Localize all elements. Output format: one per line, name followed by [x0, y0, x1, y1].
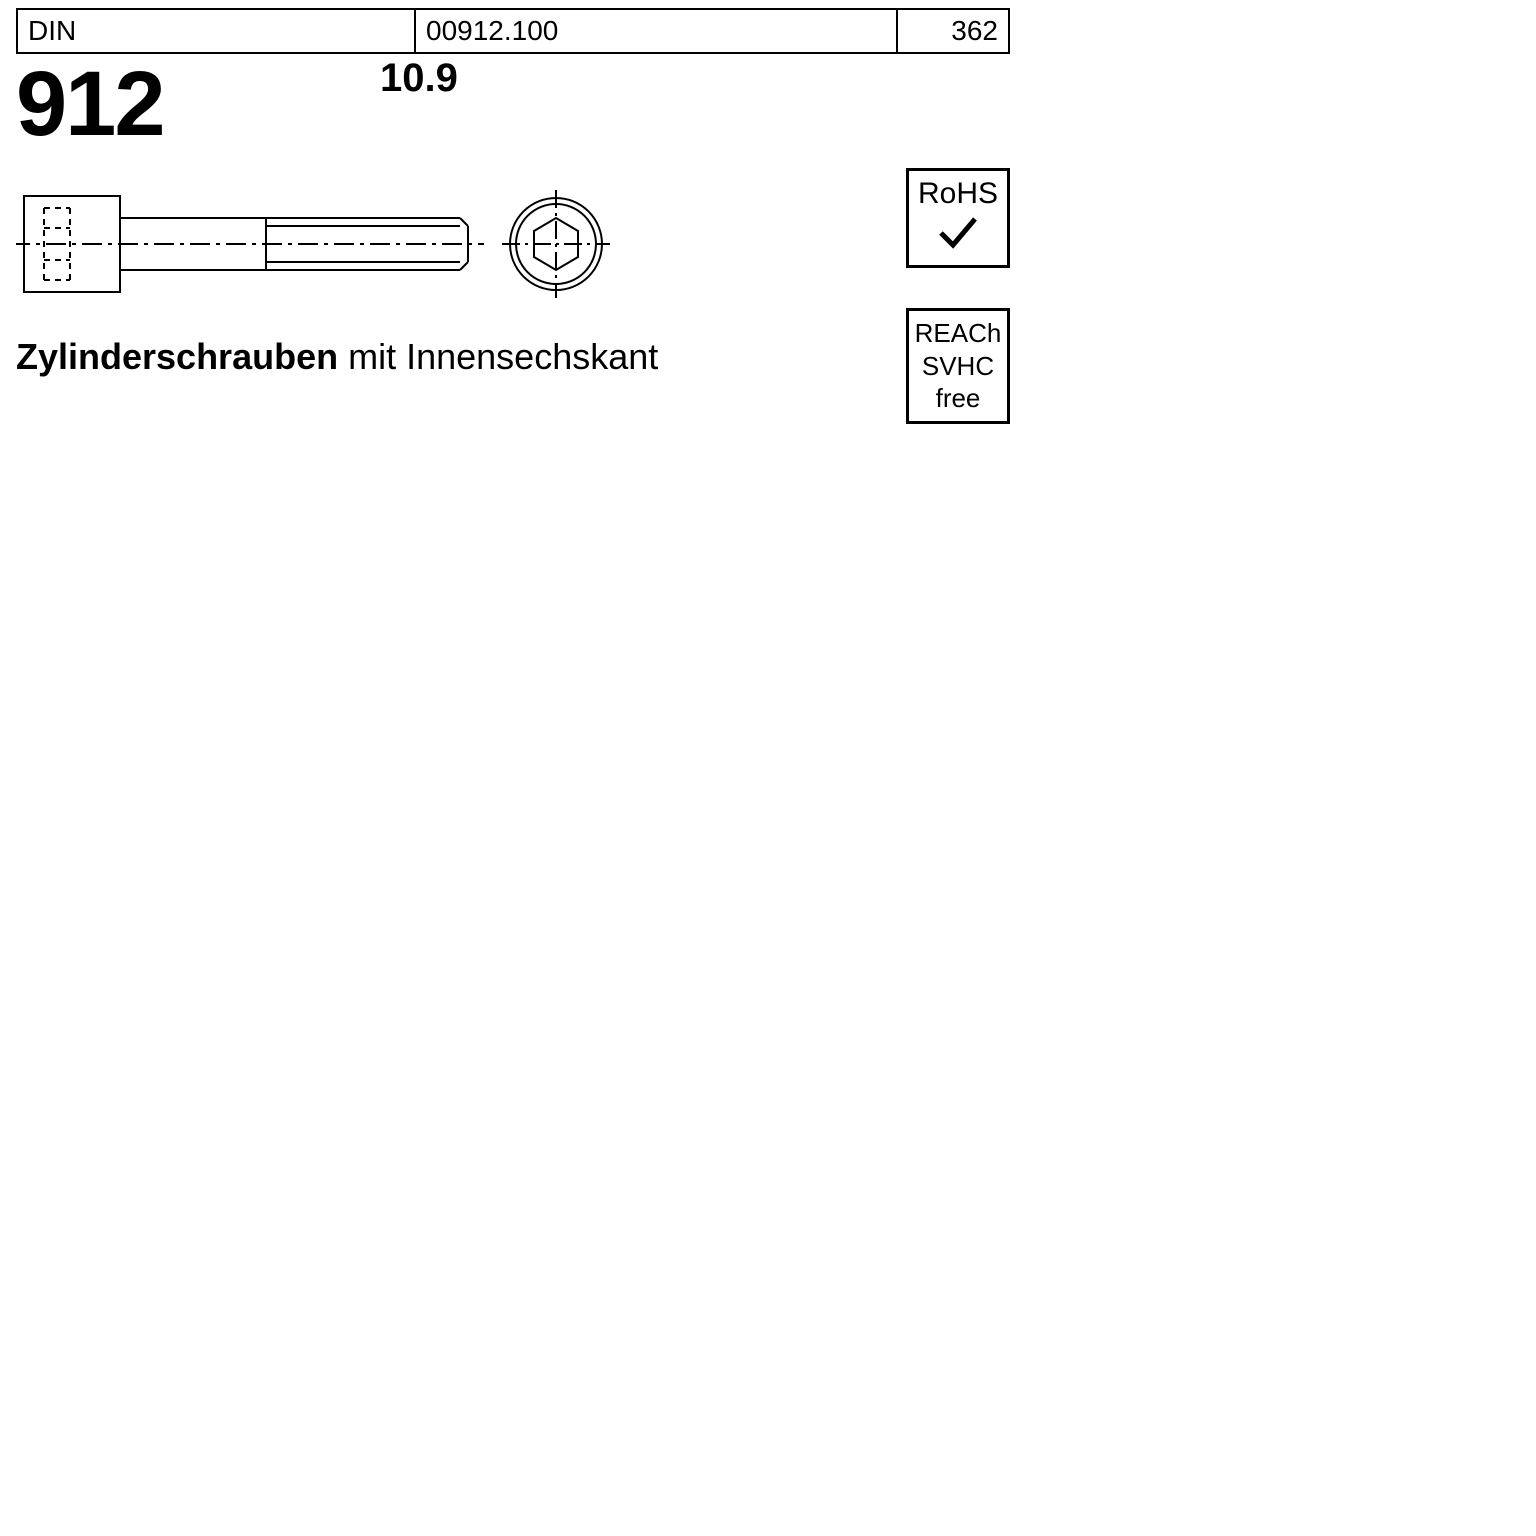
header-table: DIN 00912.100 362	[16, 8, 1010, 54]
reach-badge: REACh SVHC free	[906, 308, 1010, 424]
rohs-badge: RoHS	[906, 168, 1010, 268]
strength-grade: 10.9	[380, 56, 458, 101]
title-bold: Zylinderschrauben	[16, 336, 338, 377]
header-cell-code: 00912.100	[416, 10, 898, 52]
bolt-diagram	[16, 180, 636, 320]
check-icon	[935, 211, 981, 253]
header-cell-standard: DIN	[18, 10, 416, 52]
rohs-label: RoHS	[909, 177, 1007, 211]
standard-number: 912	[16, 52, 164, 157]
header-cell-page: 362	[898, 10, 1008, 52]
title-rest: mit Innensechskant	[338, 336, 658, 377]
reach-line-1: REACh	[909, 317, 1007, 350]
reach-line-2: SVHC	[909, 350, 1007, 383]
reach-line-3: free	[909, 382, 1007, 415]
product-title: Zylinderschrauben mit Innensechskant	[16, 336, 658, 378]
